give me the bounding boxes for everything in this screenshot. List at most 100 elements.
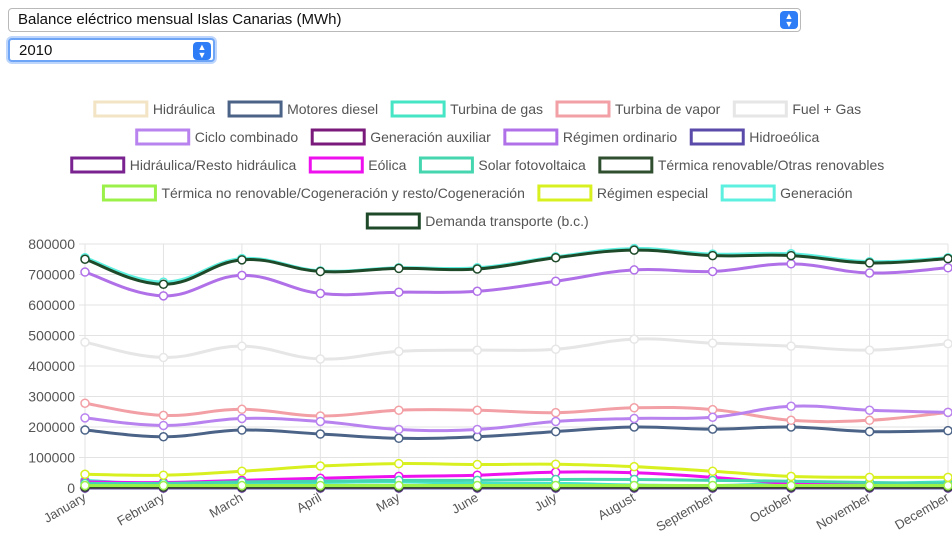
- legend-label: Motores diesel: [287, 101, 378, 117]
- data-point: [472, 424, 483, 435]
- data-point: [394, 287, 404, 297]
- data-point: [472, 264, 483, 274]
- data-point: [864, 405, 875, 415]
- x-tick-label: March: [207, 490, 246, 521]
- dataset-select[interactable]: Balance eléctrico mensual Islas Canarias…: [8, 8, 801, 32]
- y-tick-label: 700000: [28, 267, 75, 283]
- data-point: [943, 263, 952, 273]
- data-point: [550, 252, 561, 263]
- data-point: [237, 255, 247, 265]
- data-point: [80, 480, 90, 491]
- year-select-chevron-icon: ▲ ▼: [193, 42, 211, 60]
- data-point: [315, 480, 326, 491]
- data-point: [158, 432, 169, 442]
- year-select[interactable]: 2010 ▲ ▼: [8, 38, 215, 62]
- data-point: [629, 265, 639, 275]
- legend-swatch: [418, 156, 474, 174]
- x-tick-label: November: [814, 489, 874, 532]
- data-point: [786, 259, 796, 269]
- legend-swatch: [537, 184, 593, 202]
- data-point: [315, 266, 326, 277]
- data-point: [550, 407, 561, 418]
- data-point: [80, 267, 90, 277]
- data-point: [80, 425, 90, 435]
- legend-swatch: [390, 100, 446, 118]
- legend-label: Generación auxiliar: [370, 129, 491, 145]
- data-point: [786, 401, 796, 412]
- legend-label: Hidroeólica: [749, 129, 819, 145]
- data-point: [472, 459, 483, 470]
- data-point: [629, 422, 639, 432]
- data-point: [472, 405, 483, 415]
- y-tick-label: 0: [67, 480, 75, 496]
- series-line: [84, 401, 949, 424]
- legend-swatch: [689, 128, 745, 146]
- data-point: [550, 426, 561, 437]
- data-point: [864, 345, 875, 355]
- data-point: [786, 341, 796, 351]
- legend-swatch: [598, 156, 654, 174]
- data-point: [864, 415, 875, 426]
- data-point: [786, 250, 796, 261]
- data-point: [472, 286, 483, 297]
- data-point: [237, 425, 247, 435]
- legend-label: Térmica no renovable/Cogeneración y rest…: [161, 185, 524, 201]
- data-point: [472, 480, 483, 491]
- data-point: [943, 338, 952, 349]
- data-point: [629, 403, 639, 413]
- dataset-select-chevron-icon: ▲ ▼: [780, 11, 798, 29]
- data-point: [315, 429, 326, 439]
- data-point: [315, 461, 326, 471]
- y-tick-label: 800000: [28, 236, 75, 252]
- data-point: [943, 407, 952, 418]
- y-tick-label: 300000: [28, 389, 75, 405]
- year-select-value: 2010: [19, 42, 53, 59]
- data-point: [864, 480, 875, 491]
- legend-swatch: [732, 100, 788, 118]
- data-point: [864, 472, 875, 483]
- data-point: [707, 424, 718, 434]
- legend-swatch: [503, 128, 559, 146]
- data-point: [394, 433, 404, 444]
- series-line: [84, 425, 949, 440]
- data-point: [707, 250, 718, 261]
- data-point: [394, 405, 404, 415]
- data-point: [237, 404, 247, 415]
- series-line: [84, 404, 949, 433]
- data-point: [158, 352, 169, 363]
- data-point: [707, 466, 718, 476]
- legend-swatch: [365, 212, 421, 230]
- series-line: [84, 477, 949, 486]
- data-point: [629, 245, 639, 255]
- data-point: [237, 341, 247, 351]
- data-point: [550, 459, 561, 469]
- x-tick-label: June: [449, 490, 481, 517]
- data-point: [550, 416, 561, 427]
- legend-label: Demanda transporte (b.c.): [425, 213, 588, 229]
- data-point: [707, 338, 718, 348]
- data-point: [394, 346, 404, 357]
- data-point: [237, 466, 247, 476]
- data-point: [158, 420, 169, 431]
- legend-label: Eólica: [368, 157, 406, 173]
- data-point: [943, 472, 952, 483]
- data-point: [786, 415, 796, 426]
- x-tick-label: January: [41, 489, 89, 525]
- legend-label: Solar fotovoltaica: [478, 157, 586, 173]
- y-tick-label: 400000: [28, 358, 75, 374]
- legend-label: Hidráulica: [153, 101, 215, 117]
- legend-label: Hidráulica/Resto hidráulica: [130, 157, 297, 173]
- data-point: [629, 480, 639, 491]
- series-line: [84, 462, 949, 479]
- legend-swatch: [135, 128, 191, 146]
- x-tick-label: April: [294, 490, 324, 516]
- data-point: [707, 480, 718, 491]
- data-point: [394, 480, 404, 491]
- data-point: [315, 416, 326, 427]
- legend-label: Turbina de vapor: [615, 101, 721, 117]
- dataset-select-value: Balance eléctrico mensual Islas Canarias…: [18, 11, 342, 28]
- legend-label: Generación: [780, 185, 852, 201]
- data-point: [786, 471, 796, 482]
- x-tick-label: December: [892, 489, 952, 532]
